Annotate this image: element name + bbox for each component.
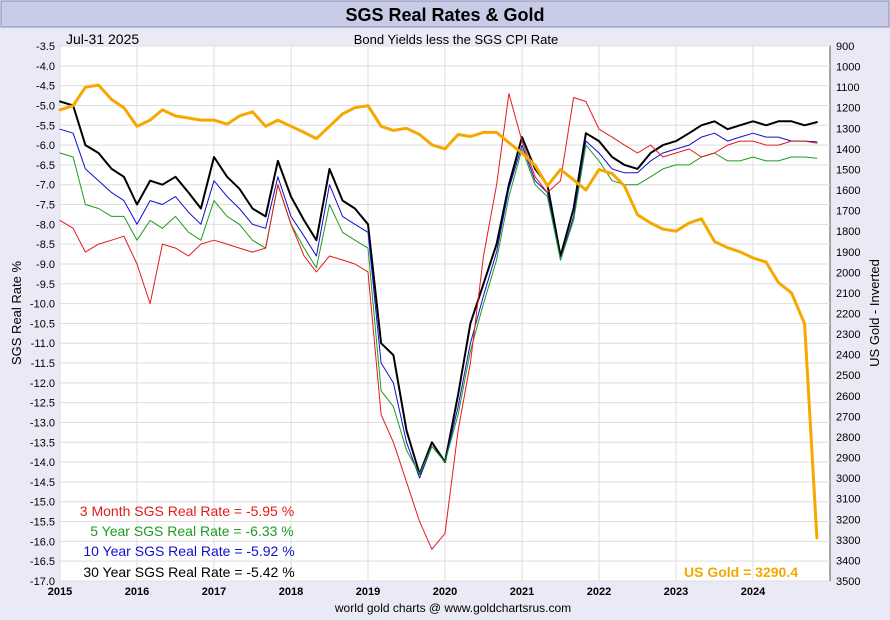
- grid: [59, 45, 830, 582]
- right-tick-label-19: 2800: [836, 432, 860, 444]
- footer-credit: world gold charts @ www.goldchartsrus.co…: [334, 601, 571, 615]
- right-tick-label-0: 900: [836, 41, 854, 53]
- series-line-30y: [59, 100, 818, 475]
- right-axis-ticks: 900 1000 1100 1200 1300 1400 1500 1600 1700 1800 1…: [836, 41, 860, 588]
- right-tick-label-23: 3200: [836, 514, 860, 526]
- left-tick-label-17: -12.0: [30, 378, 55, 390]
- chart-subtitle: Bond Yields less the SGS CPI Rate: [354, 32, 559, 47]
- left-tick-label-4: -5.5: [36, 120, 55, 132]
- left-tick-label-10: -8.5: [36, 239, 55, 251]
- right-tick-label-15: 2400: [836, 350, 860, 362]
- chart-title: SGS Real Rates & Gold: [345, 5, 544, 25]
- x-tick-label-7: 2022: [587, 586, 611, 598]
- left-tick-label-20: -13.5: [30, 437, 55, 449]
- left-tick-label-11: -9.0: [36, 259, 55, 271]
- gold-label: US Gold = 3290.4: [684, 564, 798, 580]
- left-tick-label-0: -3.5: [36, 41, 55, 53]
- title-band: [0, 0, 890, 28]
- left-tick-label-18: -12.5: [30, 398, 55, 410]
- left-tick-label-13: -10.0: [30, 299, 55, 311]
- left-tick-label-14: -10.5: [30, 318, 55, 330]
- x-tick-label-1: 2016: [125, 586, 149, 598]
- date-label: Jul-31 2025: [66, 31, 139, 47]
- left-tick-label-8: -7.5: [36, 200, 55, 212]
- x-tick-label-8: 2023: [664, 586, 688, 598]
- x-tick-label-3: 2018: [279, 586, 303, 598]
- series-layer: [58, 83, 819, 550]
- x-tick-label-0: 2015: [48, 586, 72, 598]
- right-tick-label-4: 1300: [836, 123, 860, 135]
- left-tick-label-2: -4.5: [36, 81, 55, 93]
- right-tick-label-9: 1800: [836, 226, 860, 238]
- right-tick-label-22: 3100: [836, 494, 860, 506]
- left-axis-label: SGS Real Rate %: [9, 261, 24, 365]
- legend: 3 Month SGS Real Rate = -5.95 % 5 Year S…: [80, 503, 295, 580]
- left-tick-label-26: -16.5: [30, 556, 55, 568]
- left-tick-label-23: -15.0: [30, 497, 55, 509]
- right-tick-label-6: 1500: [836, 164, 860, 176]
- right-tick-label-12: 2100: [836, 288, 860, 300]
- right-tick-label-3: 1200: [836, 103, 860, 115]
- right-tick-label-8: 1700: [836, 206, 860, 218]
- x-tick-label-5: 2020: [433, 586, 457, 598]
- right-tick-label-2: 1100: [836, 82, 860, 94]
- left-tick-label-19: -13.0: [30, 417, 55, 429]
- right-tick-label-26: 3500: [836, 576, 860, 588]
- series-line-3m: [59, 93, 818, 550]
- left-tick-label-25: -16.0: [30, 536, 55, 548]
- left-tick-label-21: -14.0: [30, 457, 55, 469]
- right-tick-label-21: 3000: [836, 473, 860, 485]
- left-tick-label-15: -11.0: [31, 338, 55, 350]
- right-tick-label-5: 1400: [836, 144, 860, 156]
- right-tick-label-14: 2300: [836, 329, 860, 341]
- right-tick-label-18: 2700: [836, 411, 860, 423]
- right-tick-label-1: 1000: [836, 62, 860, 74]
- right-tick-label-24: 3300: [836, 535, 860, 547]
- left-tick-label-24: -15.5: [30, 517, 55, 529]
- right-tick-label-17: 2600: [836, 391, 860, 403]
- right-tick-label-7: 1600: [836, 185, 860, 197]
- legend-30y: 30 Year SGS Real Rate = -5.42 %: [83, 564, 294, 580]
- left-tick-label-22: -14.5: [30, 477, 55, 489]
- legend-3m: 3 Month SGS Real Rate = -5.95 %: [80, 503, 294, 519]
- left-tick-label-9: -8.0: [36, 219, 55, 231]
- right-tick-label-10: 1900: [836, 247, 860, 259]
- left-tick-label-1: -4.0: [36, 61, 55, 73]
- legend-10y: 10 Year SGS Real Rate = -5.92 %: [83, 543, 294, 559]
- left-tick-label-27: -17.0: [30, 576, 55, 588]
- left-tick-label-16: -11.5: [31, 358, 55, 370]
- x-tick-label-4: 2019: [356, 586, 380, 598]
- x-tick-label-6: 2021: [510, 586, 534, 598]
- series-line-5y: [59, 144, 818, 475]
- left-tick-label-12: -9.5: [36, 279, 55, 291]
- right-tick-label-13: 2200: [836, 309, 860, 321]
- right-axis-label: US Gold - Inverted: [867, 259, 882, 367]
- series-line-gold: [58, 83, 819, 540]
- right-tick-label-11: 2000: [836, 267, 860, 279]
- legend-5y: 5 Year SGS Real Rate = -6.33 %: [90, 523, 294, 539]
- left-axis-ticks: -3.5 -4.0 -4.5 -5.0 -5.5 -6.0 -6.5 -7.0 -7.5 -8.0…: [30, 41, 55, 588]
- right-tick-label-20: 2900: [836, 453, 860, 465]
- left-tick-label-6: -6.5: [36, 160, 55, 172]
- left-tick-label-3: -5.0: [36, 100, 55, 112]
- left-tick-label-7: -7.0: [36, 180, 55, 192]
- left-tick-label-5: -6.0: [36, 140, 55, 152]
- right-tick-label-16: 2500: [836, 370, 860, 382]
- x-axis-ticks: 2015 2016 2017 2018 2019 2020 2021 2022 2023 2024: [48, 586, 766, 598]
- x-tick-label-2: 2017: [202, 586, 226, 598]
- x-tick-label-9: 2024: [741, 586, 766, 598]
- right-tick-label-25: 3400: [836, 555, 860, 567]
